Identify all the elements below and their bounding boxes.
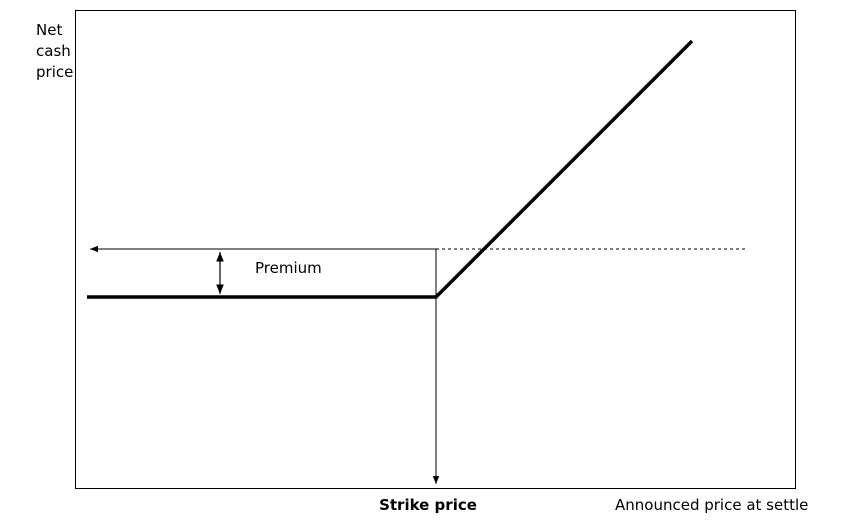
y-axis-label: price xyxy=(36,63,73,81)
premium-label: Premium xyxy=(255,259,322,277)
plot-frame xyxy=(75,10,796,489)
x-axis-label: Announced price at settle xyxy=(615,496,808,514)
y-axis-label: Net xyxy=(36,21,62,39)
strike-label: Strike price xyxy=(379,496,477,514)
y-axis-label: cash xyxy=(36,42,71,60)
payoff-line xyxy=(87,39,694,299)
